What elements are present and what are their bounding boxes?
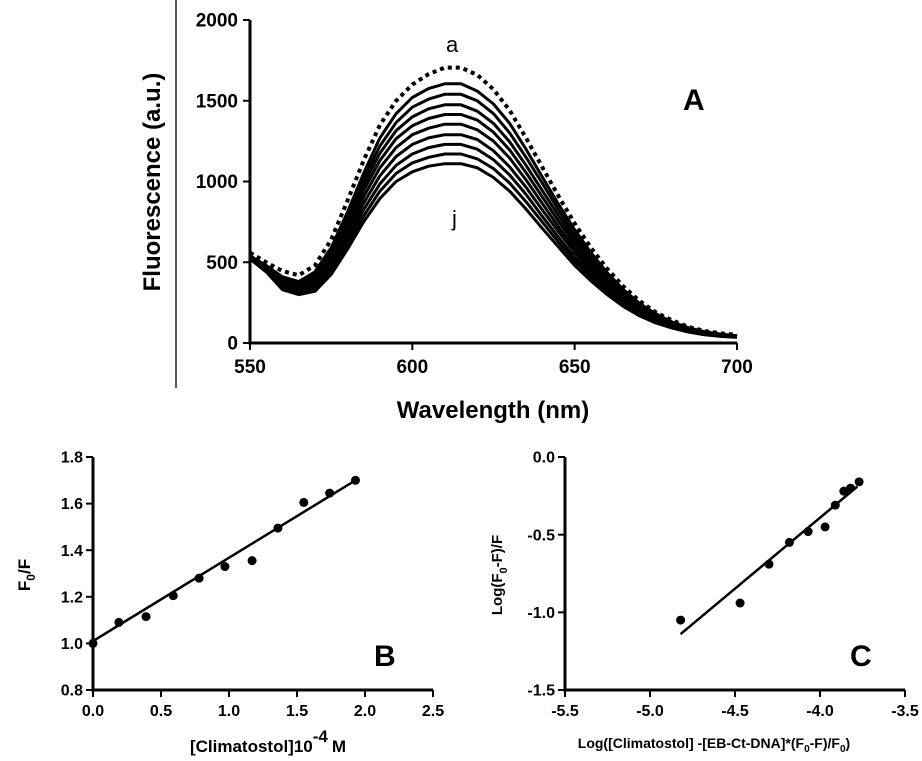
y-tick-label: -1.5 [527, 683, 555, 700]
data-point [803, 527, 813, 537]
panel-c-ylabel: Log(F0-F)/F [489, 535, 510, 615]
panel-b-ylabel-tail: /F [15, 559, 34, 574]
panel-a-axes [248, 20, 737, 345]
data-point [325, 488, 335, 498]
x-tick-label: 2.5 [422, 703, 444, 720]
data-point [273, 523, 283, 533]
data-point [784, 537, 794, 547]
x-tick-label: -5.5 [551, 703, 579, 720]
y-tick-label: 1.0 [61, 636, 83, 653]
panel-b-ticks: 0.0 0.5 1.0 1.5 2.0 2.5 0.8 1.0 1.2 1.4 1.6 1.8 [61, 450, 444, 720]
x-tick-label: 650 [559, 357, 591, 378]
panel-c-xlabel: Log([Climatostol] -[EB-Ct-DNA]*(F0-F)/F0… [578, 735, 850, 755]
panel-c-ylabel-sub: 0 [498, 567, 510, 573]
data-point [299, 497, 309, 507]
panel-a-ticks: 550 600 650 700 0 500 1000 1500 2000 [196, 11, 753, 378]
curve-label-a: a [446, 32, 459, 57]
panel-a-ylabel: Fluorescence (a.u.) [139, 73, 166, 292]
panel-b: 0.0 0.5 1.0 1.5 2.0 2.5 0.8 1.0 1.2 1.4 1.6 1.8 B [… [15, 450, 444, 756]
panel-c-xlabel-sub2: 0 [840, 744, 846, 755]
data-point [114, 617, 124, 627]
y-tick-label: 1.4 [61, 543, 83, 560]
x-tick-label: 600 [396, 357, 428, 378]
x-tick-label: 550 [234, 357, 266, 378]
x-tick-label: 2.0 [354, 703, 376, 720]
panel-c-xlabel-c: ) [846, 735, 851, 751]
panel-b-ylabel: F0/F [15, 559, 38, 591]
y-tick-label: 0.0 [533, 450, 555, 467]
panel-c-marks [676, 477, 864, 636]
y-tick-label: 1000 [196, 172, 238, 193]
data-point [247, 556, 257, 566]
series-line [249, 122, 738, 339]
panel-b-label: B [374, 640, 396, 673]
series-line [249, 142, 738, 339]
panel-c: -5.5 -5.0 -4.5 -4.0 -3.5 -1.5 -1.0 -0.5 0.0 C Lo… [489, 450, 919, 755]
y-tick-label: 2000 [196, 11, 238, 32]
x-tick-label: 0.5 [150, 703, 172, 720]
x-tick-label: -4.5 [721, 703, 749, 720]
fit-line [92, 479, 357, 643]
x-tick-label: -4.0 [806, 703, 834, 720]
data-point [735, 598, 745, 608]
panel-b-xlabel-exponent: -4 [313, 727, 329, 746]
panel-c-ticks: -5.5 -5.0 -4.5 -4.0 -3.5 -1.5 -1.0 -0.5 0.0 [527, 450, 918, 720]
panel-c-ylabel-main: Log(F [489, 573, 506, 615]
panel-b-ylabel-main: F [15, 581, 34, 591]
panel-a-xlabel: Wavelength (nm) [397, 397, 589, 424]
y-tick-label: 1500 [196, 91, 238, 112]
data-point [839, 486, 849, 496]
data-point [141, 612, 151, 622]
panel-a-label: A [683, 84, 705, 117]
y-tick-label: 1.2 [61, 589, 83, 606]
y-tick-label: 1.6 [61, 496, 83, 513]
series-line [249, 152, 738, 339]
data-point [846, 483, 856, 493]
y-tick-label: 500 [206, 253, 238, 274]
panel-c-xlabel-b: -F)/F [810, 735, 841, 751]
panel-c-xlabel-sub1: 0 [804, 744, 810, 755]
data-point [168, 591, 178, 601]
x-tick-label: 700 [721, 357, 753, 378]
panel-b-xlabel-unit: M [332, 737, 346, 756]
x-tick-label: 1.0 [218, 703, 240, 720]
series-line [249, 133, 738, 339]
panel-b-xlabel-main: [Climatostol]10 [190, 737, 313, 756]
y-tick-label: -0.5 [527, 527, 555, 544]
panel-b-ylabel-sub: 0 [24, 574, 38, 581]
data-point [220, 562, 230, 572]
x-tick-label: -3.5 [891, 703, 919, 720]
panel-b-xlabel: [Climatostol]10-4M [190, 727, 346, 756]
x-tick-label: 1.5 [286, 703, 308, 720]
data-point [350, 475, 360, 485]
x-tick-label: -5.0 [636, 703, 664, 720]
data-point [194, 573, 204, 583]
y-tick-label: 0 [227, 334, 238, 355]
data-point [764, 559, 774, 569]
x-tick-label: 0.0 [82, 703, 104, 720]
data-point [676, 615, 686, 625]
panel-a-curves [248, 65, 738, 339]
y-tick-label: -1.0 [527, 605, 555, 622]
data-point [88, 638, 98, 648]
series-a-dotted-line [248, 65, 738, 337]
panel-c-label: C [850, 640, 872, 673]
panel-c-xlabel-a: Log([Climatostol] -[EB-Ct-DNA]*(F [578, 735, 805, 751]
y-tick-label: 0.8 [61, 683, 83, 700]
data-point [830, 500, 840, 510]
series-line [249, 113, 738, 338]
panel-b-marks [88, 475, 360, 648]
y-tick-label: 1.8 [61, 450, 83, 467]
panel-c-ylabel-tail: -F)/F [489, 535, 506, 567]
data-point [854, 477, 864, 487]
panel-a: 550 600 650 700 0 500 1000 1500 2000 Fluorescenc… [139, 11, 753, 424]
data-point [820, 522, 830, 532]
curve-label-j: j [451, 206, 457, 231]
